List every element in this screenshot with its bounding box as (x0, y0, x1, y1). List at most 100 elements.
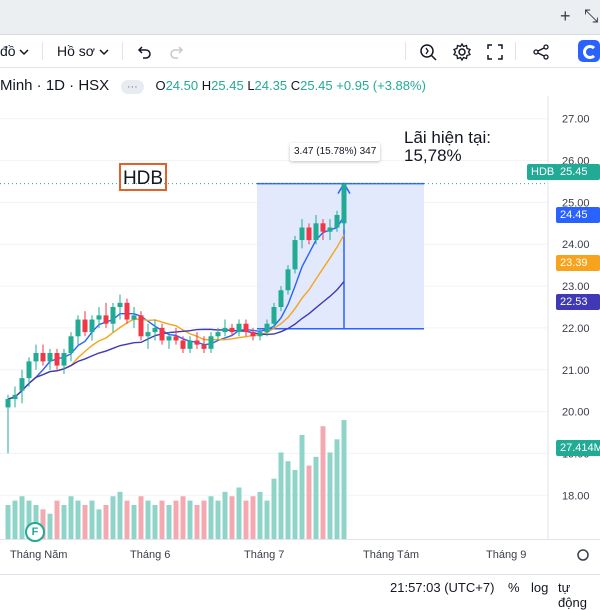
ma-fast-tag: 24.45 (556, 207, 600, 223)
candle-body (117, 302, 123, 307)
symbol-title[interactable]: Minh · 1D · HSX (0, 77, 110, 94)
candle-body (334, 214, 340, 228)
price-range-measure[interactable] (0, 182, 548, 330)
candle-body (173, 336, 179, 341)
candle-body (292, 240, 298, 270)
candle-body (313, 223, 319, 241)
auto-scale-toggle[interactable]: tự động (558, 580, 587, 610)
candle-body (250, 332, 256, 337)
candle-body (33, 353, 39, 362)
redo-button[interactable] (168, 35, 186, 67)
gain-annotation-line2[interactable]: 15,78% (404, 146, 462, 165)
candle-body (236, 323, 242, 333)
candle-body (96, 315, 102, 320)
low-value: 24.35 (254, 78, 288, 93)
change-value: +0.95 (+3.88%) (336, 78, 426, 93)
volume-bar (47, 513, 53, 540)
volume-bar (264, 500, 270, 540)
templates-dropdown[interactable]: Hồ sơ (57, 35, 109, 67)
publish-button[interactable] (578, 40, 600, 62)
candlesticks (5, 183, 347, 454)
gain-annotation-line1[interactable]: Lãi hiện tại: (404, 128, 491, 147)
candle-body (222, 327, 228, 333)
candle-body (194, 340, 200, 345)
collapse-icon[interactable]: ⤡ (584, 6, 599, 26)
clock-timezone[interactable]: 21:57:03 (UTC+7) (390, 580, 495, 595)
price-tick-label: 27.00 (562, 114, 590, 126)
toolbar-divider (122, 42, 123, 60)
new-tab-button[interactable]: + (560, 6, 571, 26)
time-axis[interactable]: Tháng Năm Tháng 6 Tháng 7 Tháng Tám Tháng 9 (0, 539, 600, 562)
candle-body (271, 307, 277, 324)
volume-bar (152, 504, 158, 540)
chart-legend: Minh · 1D · HSX ··· O24.50 H25.45 L24.35… (0, 76, 426, 96)
time-tick-label: Tháng 7 (244, 549, 284, 561)
ticker-annotation-box[interactable]: HDB (119, 163, 167, 191)
volume-bar (40, 509, 46, 540)
candle-body (278, 290, 284, 307)
candle-body (47, 353, 53, 362)
volume-bar (320, 426, 326, 540)
volume-bar (117, 491, 123, 540)
quick-search-button[interactable] (418, 35, 438, 67)
volume-bar (299, 434, 305, 540)
candle-body (229, 327, 235, 333)
volume-bar (166, 504, 172, 540)
fullscreen-button[interactable] (486, 35, 504, 67)
earnings-badge[interactable]: F (25, 522, 45, 542)
volume-bar (327, 452, 333, 540)
volume-bar (75, 500, 81, 540)
axis-settings-icon (577, 549, 589, 561)
candle-body (264, 323, 270, 333)
volume-bars (5, 420, 347, 540)
volume-bar (68, 496, 74, 540)
price-chart[interactable]: 27.0026.0025.0024.0023.0022.0021.0020.00… (0, 96, 600, 574)
publish-icon (578, 40, 600, 62)
chart-type-dropdown[interactable]: đồ (0, 35, 29, 67)
chevron-down-icon (19, 49, 29, 56)
time-tick-label: Tháng Năm (10, 549, 67, 561)
more-options-pill[interactable]: ··· (120, 79, 144, 94)
volume-bar (180, 496, 186, 540)
volume-bar (313, 456, 319, 540)
price-axis[interactable]: 27.0026.0025.0024.0023.0022.0021.0020.00… (547, 96, 590, 540)
quick-search-icon (420, 44, 437, 61)
price-tick-label: 18.00 (562, 490, 590, 502)
ma-slow-tag: 22.53 (556, 294, 600, 310)
symbol-price-tag: HDB (527, 164, 559, 180)
volume-bar (215, 500, 221, 540)
volume-bar (285, 461, 291, 540)
candle-body (320, 223, 326, 232)
candle-body (82, 319, 88, 333)
candle-body (201, 344, 207, 349)
close-label: C (290, 78, 301, 93)
browser-tab-strip: + ⤡ (0, 0, 600, 35)
volume-bar (229, 496, 235, 540)
time-tick-label: Tháng Tám (363, 549, 419, 561)
price-tick-label: 25.00 (562, 197, 590, 209)
percent-toggle[interactable]: % (508, 580, 520, 595)
undo-button[interactable] (135, 35, 153, 67)
ma-mid-tag: 23.39 (556, 255, 600, 271)
volume-bar (103, 504, 109, 540)
low-label: L (247, 78, 255, 93)
candle-body (285, 269, 291, 291)
candle-body (61, 353, 67, 366)
candle-body (68, 336, 74, 354)
candle-body (187, 340, 193, 349)
price-tick-label: 20.00 (562, 407, 590, 419)
time-tick-label: Tháng 9 (486, 549, 526, 561)
log-toggle[interactable]: log (531, 580, 549, 595)
share-button[interactable] (532, 35, 550, 67)
price-tick-label: 23.00 (562, 281, 590, 293)
volume-bar (194, 504, 200, 540)
volume-bar (145, 500, 151, 540)
chart-toolbar: đồ Hồ sơ (0, 35, 600, 68)
volume-bar (5, 504, 11, 540)
redo-icon (170, 46, 184, 60)
volume-bar (222, 491, 228, 540)
volume-bar (208, 496, 214, 540)
settings-button[interactable] (452, 35, 472, 67)
candle-body (40, 353, 46, 362)
volume-bar (271, 478, 277, 540)
